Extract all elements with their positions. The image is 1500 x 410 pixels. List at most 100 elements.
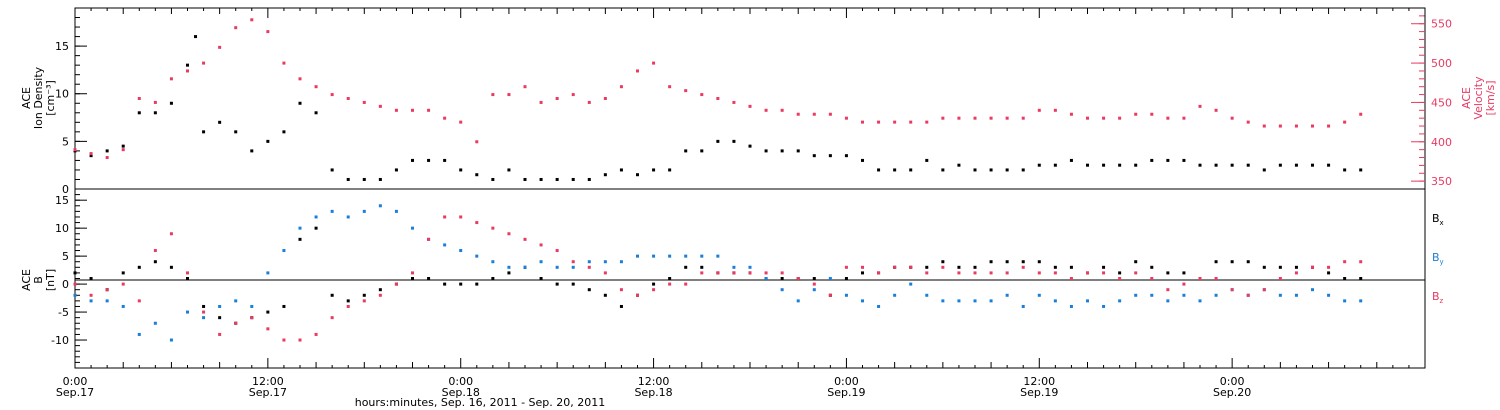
bx-point xyxy=(989,260,993,264)
bz-point xyxy=(571,260,575,264)
bz-point xyxy=(764,271,768,275)
bz-point xyxy=(1118,277,1122,280)
by-point xyxy=(330,209,334,213)
bz-point xyxy=(1214,277,1218,280)
top-left-point xyxy=(186,63,189,67)
bz-point xyxy=(121,282,125,286)
by-point xyxy=(411,226,414,230)
top-right-point xyxy=(218,45,222,49)
by-point xyxy=(587,260,591,264)
by-point xyxy=(571,265,575,269)
by-point xyxy=(378,204,382,208)
top-left-point xyxy=(587,177,591,181)
top-right-label-1: ACE xyxy=(1460,87,1473,109)
by-point xyxy=(475,254,479,258)
top-left-point xyxy=(828,154,832,158)
top-right-point xyxy=(893,120,897,124)
by-point xyxy=(957,299,961,303)
top-panel-frame xyxy=(74,7,1426,190)
bz-point xyxy=(555,249,559,253)
by-point xyxy=(105,299,109,303)
bz-point xyxy=(378,293,382,297)
data-points xyxy=(73,18,1363,342)
legend-bz-main: B xyxy=(1432,290,1440,303)
top-right-point xyxy=(1069,112,1073,116)
by-point xyxy=(1086,299,1089,303)
by-point xyxy=(1053,299,1057,303)
bz-point xyxy=(330,316,334,320)
by-point xyxy=(346,215,350,219)
by-point xyxy=(539,260,543,264)
top-left-point xyxy=(732,139,736,143)
top-left-point xyxy=(491,177,495,181)
by-point xyxy=(877,304,881,308)
top-left-point xyxy=(1069,158,1073,162)
by-point xyxy=(764,277,768,280)
bz-point xyxy=(234,321,238,325)
by-point xyxy=(748,265,752,269)
top-right-tick-label: 450 xyxy=(1431,96,1452,109)
top-left-point xyxy=(1278,163,1282,167)
by-point xyxy=(861,299,864,303)
x-tick-date-label: Sep.18 xyxy=(442,386,480,399)
bx-point xyxy=(89,277,93,280)
bz-point xyxy=(89,293,93,297)
bz-point xyxy=(362,299,366,303)
bx-point xyxy=(603,293,607,297)
top-right-point xyxy=(619,85,623,89)
top-left-point xyxy=(973,168,977,172)
top-left-point xyxy=(523,177,527,181)
x-axis-ticks: 0:00Sep.1712:00Sep.170:00Sep.1812:00Sep.… xyxy=(56,8,1426,399)
bottom-panel-frame xyxy=(74,188,1426,369)
by-point xyxy=(1102,304,1106,308)
bx-point xyxy=(1182,271,1186,275)
top-right-tick-label: 350 xyxy=(1431,175,1452,188)
top-right-point xyxy=(989,116,993,120)
top-left-label-3: [cm⁻³] xyxy=(44,80,57,116)
top-left-axis-title: ACE Ion Density [cm⁻³] xyxy=(20,66,57,129)
top-right-point xyxy=(700,93,704,97)
legend: Bx By Bz xyxy=(1432,212,1444,305)
top-right-point xyxy=(684,89,688,93)
by-point xyxy=(362,209,366,213)
by-point xyxy=(1294,293,1298,297)
x-tick-time-label: 12:00 xyxy=(252,375,284,388)
top-right-tick-label: 500 xyxy=(1431,57,1452,70)
x-tick-date-label: Sep.18 xyxy=(634,386,672,399)
bz-point xyxy=(1262,288,1266,292)
bx-point xyxy=(475,282,479,286)
by-point xyxy=(1166,299,1170,303)
top-left-point xyxy=(555,177,559,181)
by-point xyxy=(925,293,929,297)
top-left-point xyxy=(1166,158,1170,162)
bx-point xyxy=(218,316,222,320)
top-right-point xyxy=(652,61,656,65)
bx-point xyxy=(362,293,366,297)
top-left-point xyxy=(603,173,607,177)
top-right-point xyxy=(1343,120,1347,124)
bz-point xyxy=(652,288,656,292)
top-right-point xyxy=(668,85,672,89)
legend-by-main: B xyxy=(1432,251,1440,264)
bz-point xyxy=(636,293,639,297)
bz-point xyxy=(186,271,189,275)
bx-point xyxy=(973,265,977,269)
top-left-point xyxy=(1359,168,1363,172)
by-point xyxy=(1182,293,1186,297)
by-point xyxy=(459,249,463,253)
top-right-point xyxy=(73,148,77,152)
top-right-point xyxy=(636,69,639,73)
bx-point xyxy=(1118,271,1122,275)
top-right-point xyxy=(1359,112,1363,116)
top-left-point xyxy=(1327,163,1331,167)
bx-point xyxy=(1102,265,1106,269)
bx-point xyxy=(1214,260,1218,264)
top-right-point xyxy=(1182,116,1186,120)
top-left-point xyxy=(282,130,286,134)
top-right-point xyxy=(1150,112,1154,116)
bz-point xyxy=(1246,293,1250,297)
top-left-point xyxy=(194,35,198,39)
top-right-point xyxy=(1278,124,1282,128)
by-point xyxy=(652,254,656,258)
legend-by-sub: y xyxy=(1440,258,1444,266)
